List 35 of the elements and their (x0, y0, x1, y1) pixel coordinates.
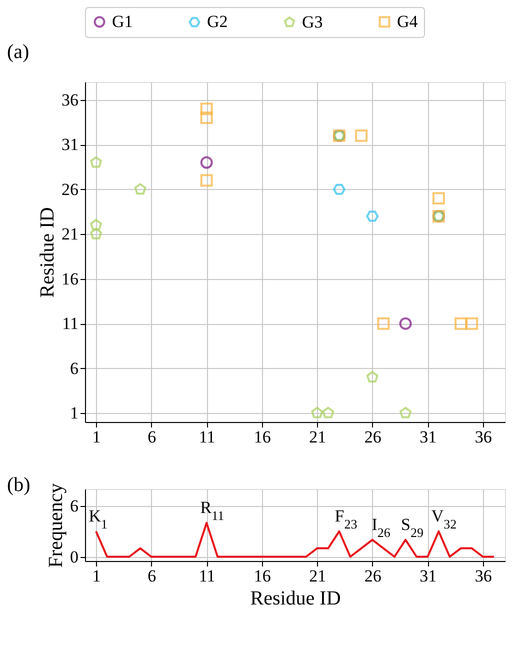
y-tick-label: 11 (62, 314, 78, 334)
x-tick-label: 16 (254, 566, 271, 586)
x-tick-label: 16 (254, 428, 271, 446)
x-tick-label: 11 (198, 566, 216, 586)
y-tick-label: 36 (62, 90, 78, 110)
y-tick-label: 26 (62, 180, 78, 199)
y-tick-label: 1 (70, 404, 78, 423)
x-tick-label: 31 (420, 428, 437, 446)
x-tick-label: 31 (420, 566, 437, 586)
y-tick-label: 31 (62, 135, 78, 154)
legend-label: G4 (397, 12, 418, 31)
x-tick-label: 6 (148, 428, 156, 446)
y-tick-label: 6 (70, 358, 78, 378)
x-tick-label: 26 (364, 566, 382, 586)
y-tick-label: 21 (62, 224, 78, 244)
x-tick-label: 1 (92, 566, 101, 586)
y-tick-label: 0 (70, 547, 78, 566)
legend-label: G1 (112, 12, 133, 31)
x-tick-label: 36 (474, 566, 492, 586)
x-tick-label: 21 (309, 566, 326, 586)
y-axis-title: Residue ID (36, 207, 58, 298)
x-tick-label: 6 (148, 566, 156, 586)
y-tick-label: 16 (62, 269, 78, 288)
legend-label: G2 (207, 12, 228, 32)
legend-label: G3 (302, 12, 323, 32)
x-axis-title: Residue ID (250, 588, 341, 610)
x-tick-label: 26 (364, 428, 382, 446)
y-axis-title: Frequency (45, 483, 67, 568)
x-tick-label: 1 (92, 428, 101, 446)
x-tick-label: 11 (198, 428, 216, 446)
y-tick-label: 6 (70, 496, 78, 516)
x-tick-label: 21 (309, 428, 326, 446)
x-tick-label: 36 (474, 428, 492, 446)
text: (a) (7, 41, 30, 63)
text: (b) (7, 474, 30, 496)
